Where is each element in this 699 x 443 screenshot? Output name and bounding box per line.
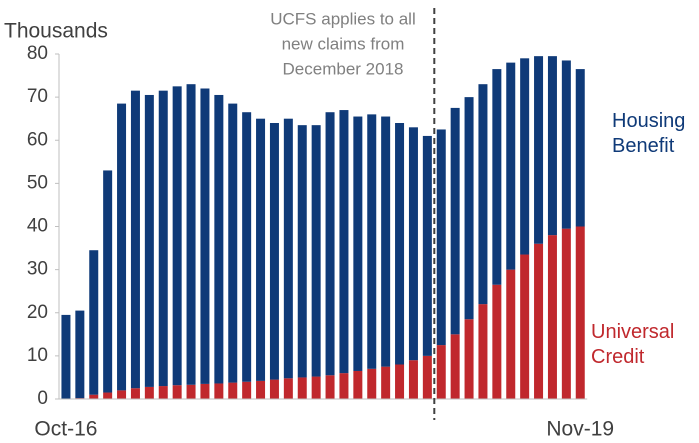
bar-segment — [172, 86, 182, 386]
bar-segment — [506, 62, 516, 270]
bar-segment — [186, 384, 196, 399]
bar-segment — [297, 377, 307, 399]
bar-segment — [75, 310, 85, 399]
bar-segment — [478, 304, 488, 399]
bar-segment — [89, 250, 99, 395]
annotation: UCFS applies to all — [270, 9, 416, 28]
bar-segment — [381, 116, 391, 367]
bar-segment — [200, 88, 210, 384]
bar-segment — [353, 370, 363, 399]
bar-segment — [242, 112, 252, 382]
annotation: new claims from — [282, 34, 405, 53]
bar-segment — [242, 381, 252, 399]
bar-segment — [506, 269, 516, 399]
bar-segment — [464, 319, 474, 399]
bar-segment — [297, 125, 307, 378]
bar-segment — [311, 125, 321, 377]
bar-segment — [269, 379, 279, 399]
y-tick-label: 40 — [27, 216, 48, 237]
legend-label: Housing Benefit — [612, 110, 685, 157]
bar-segment — [561, 228, 571, 399]
bar-segment — [450, 334, 460, 399]
y-tick-label: 0 — [37, 388, 48, 409]
bar-segment — [130, 388, 140, 399]
annotation: December 2018 — [283, 59, 404, 78]
bar-segment — [325, 112, 335, 376]
bar-segment — [339, 373, 349, 399]
bar-segment — [256, 118, 266, 381]
y-tick-label: 60 — [27, 129, 48, 150]
bar-segment — [534, 243, 544, 399]
bar-segment — [325, 375, 335, 399]
bar-segment — [520, 254, 530, 399]
y-tick-label: 80 — [27, 43, 48, 64]
bar-segment — [436, 345, 446, 399]
bar-segment — [103, 170, 113, 393]
y-tick-label: 20 — [27, 302, 48, 323]
bar-segment — [353, 116, 363, 371]
bar-segment — [339, 110, 349, 374]
y-tick-label: 30 — [27, 259, 48, 280]
bar-segment — [269, 123, 279, 380]
bar-segment — [89, 394, 99, 399]
y-tick-label: 70 — [27, 86, 48, 107]
bar-segment — [492, 69, 502, 285]
bar-segment — [144, 94, 154, 387]
y-tick-label: 10 — [27, 345, 48, 366]
bar-segment — [256, 380, 266, 399]
bar-segment — [367, 368, 377, 399]
y-tick-label: 50 — [27, 172, 48, 193]
bar-segment — [214, 383, 224, 399]
bar-segment — [478, 84, 488, 305]
bar-segment — [103, 392, 113, 399]
bar-segment — [464, 97, 474, 320]
bar-segment — [422, 355, 432, 399]
bar-segment — [422, 135, 432, 356]
bar-segment — [214, 94, 224, 384]
bar-segment — [534, 56, 544, 244]
bar-segment — [117, 390, 127, 399]
bar-segment — [311, 376, 321, 399]
bar-segment — [575, 69, 585, 227]
bar-segment — [436, 129, 446, 346]
bar-segment — [561, 60, 571, 229]
bar-segment — [61, 314, 71, 399]
bar-segment — [381, 366, 391, 399]
bar-segment — [228, 382, 238, 399]
bar-segment — [144, 386, 154, 399]
bar-segment — [547, 235, 557, 399]
bar-segment — [450, 107, 460, 335]
bar-segment — [395, 364, 405, 399]
bar-segment — [283, 378, 293, 399]
x-tick-label: Nov-19 — [546, 418, 614, 441]
bar-segment — [408, 360, 418, 399]
bar-segment — [158, 386, 168, 399]
bar-segment — [575, 226, 585, 399]
bar-segment — [200, 383, 210, 399]
bar-segment — [117, 103, 127, 391]
bar-segment — [130, 90, 140, 389]
bar-segment — [186, 84, 196, 385]
bar-segment — [283, 118, 293, 379]
bar-segment — [408, 127, 418, 361]
bar-segment — [367, 114, 377, 369]
bar-segment — [228, 103, 238, 383]
bar-segment — [492, 284, 502, 399]
legend-label: Universal Credit — [591, 321, 674, 368]
bar-segment — [547, 56, 557, 236]
bar-segment — [520, 58, 530, 255]
y-axis-label: Thousands — [4, 20, 108, 43]
bar-segment — [158, 90, 168, 387]
bar-segment — [172, 385, 182, 399]
x-tick-label: Oct-16 — [34, 418, 97, 441]
bar-segment — [395, 123, 405, 365]
